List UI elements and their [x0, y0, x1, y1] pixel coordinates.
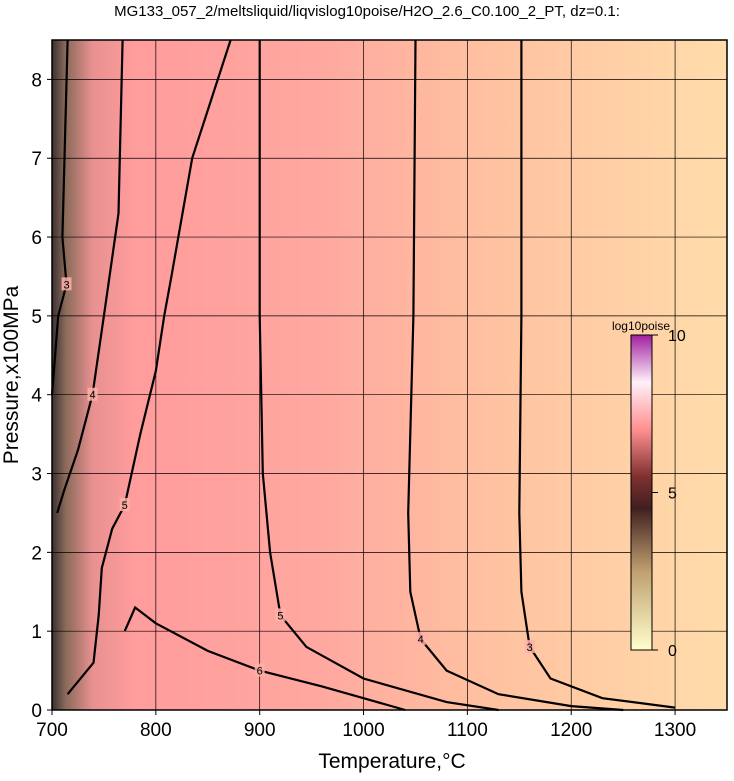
grid: [51, 40, 727, 711]
contour-label-bg: [415, 632, 426, 646]
colorbar-label: log10poise: [612, 319, 670, 333]
plot-background: [52, 40, 727, 710]
colorbar-ticks: 0 5 10: [652, 328, 686, 660]
x-tick-label: 800: [140, 720, 172, 741]
y-tick-label: 1: [31, 622, 42, 643]
y-tick-label: 8: [31, 70, 42, 91]
axes: 700 800 900 1000 1100 1200 1300 0 1 2 3 4 5 6 7 8: [31, 70, 696, 741]
y-tick-label: 6: [31, 228, 42, 249]
x-tick-label: 700: [36, 720, 68, 741]
contour-line: [66, 39, 232, 695]
colorbar-tick-label: 10: [668, 328, 686, 345]
colorbar: [630, 334, 653, 651]
contour-line: [518, 40, 676, 709]
contour-label: 5: [122, 500, 128, 512]
y-tick-label: 7: [31, 149, 42, 170]
y-axis-label: Pressure,x100MPa: [0, 285, 23, 464]
x-tick-label: 1200: [550, 720, 592, 741]
chart-title: MG133_057_2/meltsliquid/liqvislog10poise…: [114, 3, 620, 20]
contour-line: [50, 39, 69, 395]
contour-label-bg: [524, 639, 535, 653]
x-axis-label: Temperature,°C: [318, 750, 465, 773]
y-tick-label: 5: [31, 307, 42, 328]
colorbar-tick-label: 5: [668, 486, 677, 503]
contour-line: [123, 605, 406, 712]
x-tick-label: 900: [244, 720, 276, 741]
contour-label-bg: [87, 387, 98, 401]
plot-frame: [51, 39, 728, 711]
x-tick-label: 1300: [654, 720, 696, 741]
contour-label-bg: [254, 663, 265, 677]
contour-label: 5: [277, 610, 283, 622]
contour-label: 3: [63, 279, 69, 291]
contour-label: 6: [257, 666, 263, 678]
contour-label: 3: [527, 642, 533, 654]
x-tick-label: 1000: [342, 720, 384, 741]
x-tick-label: 1100: [447, 720, 488, 741]
contour-label: 4: [418, 634, 424, 646]
contours: 3 4 5 5 4 6 3: [50, 39, 676, 712]
contour-label-bg: [61, 277, 72, 291]
contour-label-bg: [119, 498, 130, 512]
contour-label: 4: [89, 390, 95, 402]
y-tick-label: 3: [31, 465, 42, 486]
contour-label-bg: [275, 608, 286, 622]
y-tick-label: 0: [31, 701, 42, 722]
y-tick-label: 2: [31, 543, 42, 564]
colorbar-tick-label: 0: [668, 643, 677, 660]
y-tick-label: 4: [31, 386, 42, 407]
